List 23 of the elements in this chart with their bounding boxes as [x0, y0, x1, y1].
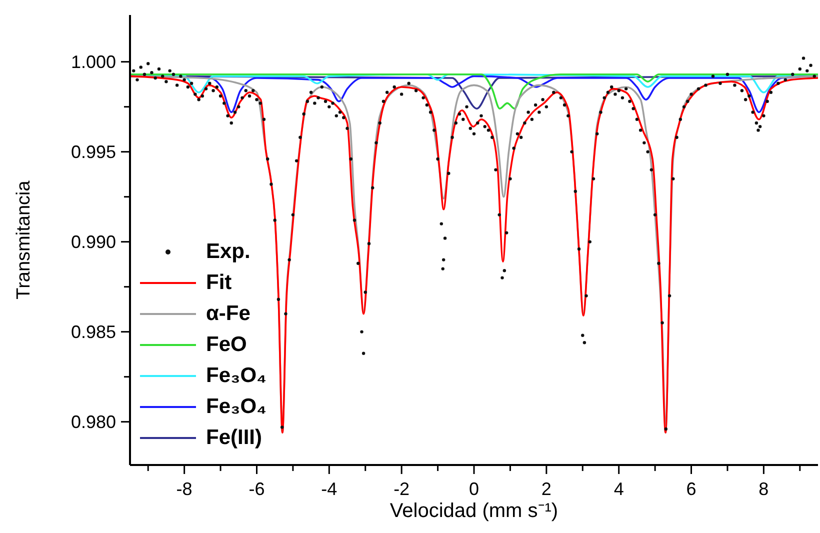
legend-label: FeO: [206, 332, 247, 356]
y-tick-label: 0.980: [70, 412, 116, 432]
x-tick-label: -2: [394, 479, 410, 499]
x-tick-label: 4: [614, 479, 624, 499]
y-tick-label: 0.990: [70, 232, 116, 252]
x-axis-title: Velocidad (mm s⁻¹): [390, 500, 558, 522]
x-tick-label: -4: [321, 479, 338, 499]
legend-label: Fit: [206, 270, 232, 294]
x-tick-label: 2: [541, 479, 552, 499]
y-axis-title: Transmitancia: [14, 180, 35, 300]
y-tick-label: 0.985: [70, 322, 116, 342]
x-tick-label: -6: [248, 479, 265, 499]
x-tick-label: 8: [758, 479, 769, 499]
legend-label: Fe₃O₄: [206, 364, 267, 388]
legend-label: Exp.: [206, 240, 250, 264]
legend-label: Fe₃O₄: [206, 394, 267, 418]
y-tick-label: 0.995: [70, 142, 116, 162]
legend-label: Fe(III): [206, 426, 262, 450]
legend-label: α-Fe: [206, 302, 250, 326]
y-tick-label: 1.000: [70, 52, 116, 72]
x-tick-label: 6: [686, 479, 696, 499]
x-tick-label: -8: [176, 479, 192, 499]
x-tick-label: 0: [468, 479, 480, 499]
